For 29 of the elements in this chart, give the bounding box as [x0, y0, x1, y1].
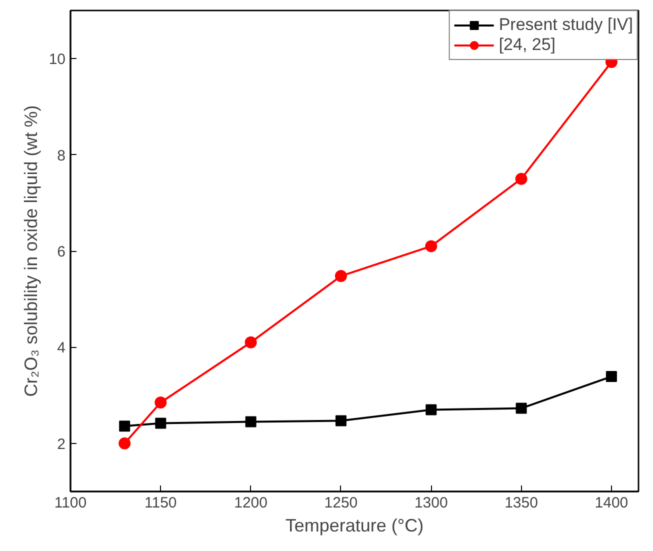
x-tick-label: 1100 — [54, 494, 87, 512]
y-tick-label: 2 — [57, 436, 66, 453]
point — [244, 336, 257, 348]
point — [606, 371, 617, 382]
x-tick-label: 1250 — [324, 494, 358, 512]
point — [335, 415, 346, 426]
x-tick-label: 1200 — [234, 494, 268, 512]
point — [154, 396, 167, 409]
x-tick-label: 1400 — [594, 494, 628, 512]
y-axis-title: Cr₂O₃ solubility in oxide liquid (wt %) — [20, 105, 41, 397]
point — [245, 416, 256, 428]
point — [515, 172, 528, 185]
x-tick-label: 1300 — [414, 494, 448, 512]
y-tick-label: 6 — [57, 244, 66, 260]
point — [334, 270, 347, 282]
point — [118, 437, 131, 450]
x-tick-label: 1350 — [504, 494, 538, 512]
point — [155, 418, 166, 429]
point — [119, 420, 130, 432]
y-tick-label: 4 — [57, 340, 66, 357]
legend-label: [24, 25] — [498, 35, 556, 55]
point — [426, 404, 437, 416]
legend-label: Present study [IV] — [498, 15, 633, 35]
point — [425, 240, 438, 252]
y-tick-label: 8 — [57, 147, 66, 164]
x-tick-label: 1150 — [144, 494, 177, 512]
x-axis-title: Temperature (°C) — [285, 516, 424, 536]
point — [516, 402, 527, 414]
y-tick-label: 10 — [48, 51, 66, 68]
